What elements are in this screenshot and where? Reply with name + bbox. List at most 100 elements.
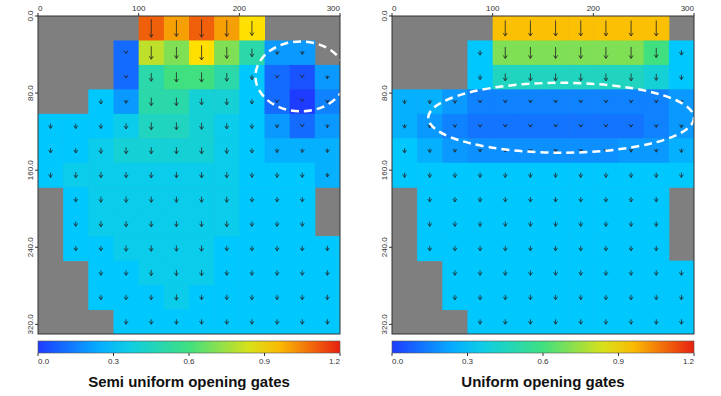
cell <box>88 212 114 237</box>
vector-arrow <box>200 246 204 252</box>
vector-arrow <box>225 172 229 178</box>
vector-arrow <box>325 100 329 103</box>
vector-arrow <box>478 50 482 55</box>
vector-arrow <box>200 270 204 276</box>
vector-arrow <box>149 246 153 252</box>
colorbar-tick-label: 0.9 <box>259 357 271 366</box>
highlight-ellipse <box>428 83 694 153</box>
cell <box>568 65 594 90</box>
vector-arrow <box>478 221 482 226</box>
cell <box>290 236 316 261</box>
vector-arrow <box>250 124 254 129</box>
cell <box>518 261 544 286</box>
cell <box>114 138 140 163</box>
highlight-ellipse <box>255 41 346 111</box>
vector-arrow <box>604 197 608 202</box>
vector-arrow <box>124 319 128 324</box>
colorbar-tick-label: 0.3 <box>108 357 120 366</box>
vector-arrow <box>579 295 583 300</box>
cell <box>568 261 594 286</box>
colorbar-tick-label: 0.0 <box>392 357 404 366</box>
vector-arrow <box>453 124 457 127</box>
vector-arrow <box>74 124 78 129</box>
cell <box>442 163 468 188</box>
vector-arrow <box>629 124 633 127</box>
y-tick <box>389 247 392 248</box>
cell <box>442 261 468 286</box>
cell <box>518 187 544 212</box>
vector-arrow <box>503 20 507 35</box>
vector-arrow <box>250 221 254 226</box>
cell <box>392 138 418 163</box>
y-tick <box>389 93 392 94</box>
cell <box>38 163 64 188</box>
cell <box>88 114 114 139</box>
cell <box>417 236 443 261</box>
cell <box>468 212 494 237</box>
vector-arrow <box>174 147 178 154</box>
vector-arrow <box>503 47 507 58</box>
cell <box>568 114 594 139</box>
y-tick <box>389 170 392 171</box>
x-tick <box>593 13 594 16</box>
vector-arrow <box>478 246 482 251</box>
vector-arrow <box>225 221 229 227</box>
y-tick <box>35 170 38 171</box>
cell <box>543 285 569 310</box>
cell <box>239 212 265 237</box>
cell <box>619 40 645 65</box>
y-tick-label: 160.0 <box>380 160 389 181</box>
vector-arrow <box>225 20 229 36</box>
cell <box>164 212 190 237</box>
vector-arrow <box>300 270 304 275</box>
cell <box>189 163 215 188</box>
figure: 01002003000.080.0160.0240.0320.00.00.30.… <box>0 0 721 396</box>
vector-arrow <box>300 246 304 251</box>
cell <box>290 261 316 286</box>
vector-arrow <box>250 148 254 153</box>
cell <box>315 261 340 286</box>
cell <box>239 40 265 65</box>
cell <box>114 65 140 90</box>
vector-arrow <box>200 98 204 105</box>
vector-arrow <box>629 100 633 103</box>
colorbar-tick-label: 0.0 <box>38 357 50 366</box>
cell <box>290 163 316 188</box>
vector-arrow <box>528 295 532 300</box>
colorbar-tick-label: 0.6 <box>537 357 549 366</box>
vector-arrow <box>503 100 507 103</box>
vector-arrow <box>250 246 254 251</box>
vector-arrow <box>629 149 633 152</box>
cell <box>315 138 340 163</box>
cell <box>214 261 240 286</box>
x-tick-label: 100 <box>132 4 146 13</box>
vector-arrow <box>250 75 254 80</box>
vector-arrow <box>300 149 304 153</box>
vector-arrow <box>99 197 103 203</box>
vector-arrow <box>149 46 153 59</box>
vector-arrow <box>428 197 432 202</box>
vector-arrow <box>528 73 532 80</box>
cell <box>189 16 215 41</box>
vector-arrow <box>174 72 178 82</box>
vector-arrow <box>225 123 229 129</box>
cell <box>38 114 64 139</box>
cell <box>214 16 240 41</box>
vector-arrow <box>300 75 304 78</box>
vector-arrow <box>149 147 153 154</box>
vector-arrow <box>300 197 304 202</box>
vector-arrow <box>554 270 558 275</box>
cell <box>493 236 519 261</box>
cell <box>518 65 544 90</box>
vector-arrow <box>528 197 532 202</box>
x-tick-label: 300 <box>681 4 695 13</box>
cell <box>139 16 165 41</box>
cell <box>644 16 670 41</box>
vector-arrow <box>149 98 153 106</box>
vector-arrow <box>200 221 204 227</box>
cell <box>593 261 619 286</box>
vector-arrow <box>275 197 279 202</box>
cell <box>164 65 190 90</box>
vector-arrow <box>225 319 229 324</box>
vector-arrow <box>579 221 583 226</box>
